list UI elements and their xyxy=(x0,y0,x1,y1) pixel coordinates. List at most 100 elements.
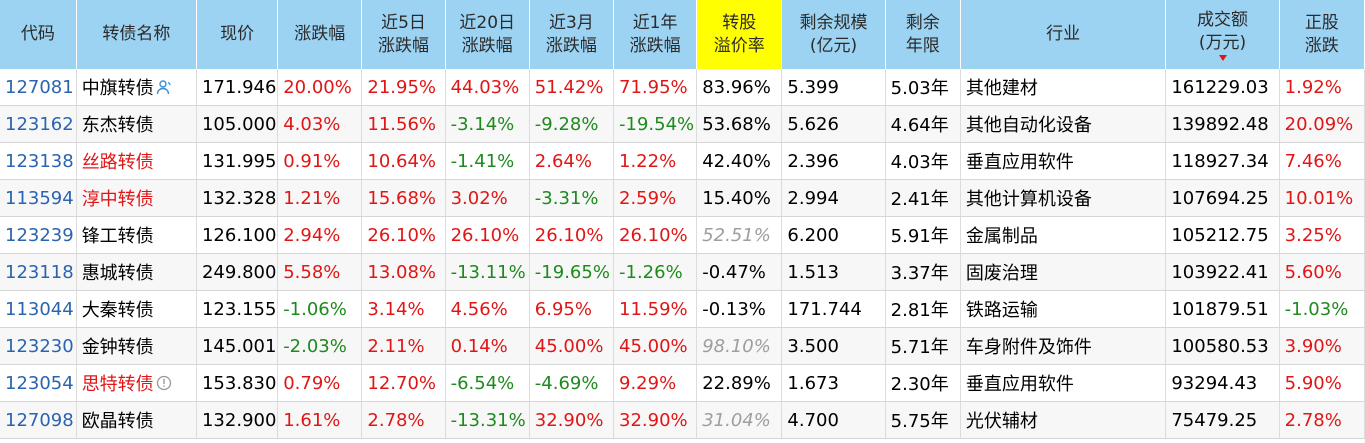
table-row[interactable]: 123138 丝路转债 131.995 0.91% 10.64% -1.41% 2.64% 1… xyxy=(0,142,1365,180)
remaining-scale-cell: 2.994 xyxy=(781,179,886,217)
industry-text: 垂直应用软件 xyxy=(965,374,1074,395)
table-row[interactable]: 123118 惠城转债 249.800 5.58% 13.08% -13.11% -19.6… xyxy=(0,253,1365,291)
col-header-change-1y[interactable]: 近1年 涨跌幅 xyxy=(613,0,698,69)
price-text: 126.100 xyxy=(201,224,277,246)
change-1y-cell: 1.22% xyxy=(613,142,698,180)
change-1y-text: 2.59% xyxy=(619,187,677,209)
remaining-years-cell: 5.03年 xyxy=(885,69,961,106)
stock-change-cell: 20.09% xyxy=(1279,105,1365,143)
warning-circle-icon[interactable] xyxy=(156,375,172,396)
turnover-text: 93294.43 xyxy=(1171,372,1258,394)
change-20d-cell: -6.54% xyxy=(445,364,530,402)
bond-code-cell[interactable]: 127081 xyxy=(0,69,77,106)
person-icon[interactable] xyxy=(156,79,172,100)
bond-code-cell[interactable]: 123054 xyxy=(0,364,77,402)
table-row[interactable]: 113594 淳中转债 132.328 1.21% 15.68% 3.02% -3.31% 2… xyxy=(0,179,1365,217)
bond-code-cell[interactable]: 123118 xyxy=(0,253,77,291)
change-1y-cell: 32.90% xyxy=(613,401,698,439)
bond-name-cell[interactable]: 金钟转债 xyxy=(76,327,197,365)
table-row[interactable]: 123054 思特转债 153.830 0.79% 12.70% -6.54% -4.69%… xyxy=(0,364,1365,402)
price-text: 105.000 xyxy=(201,113,277,135)
col-header-code[interactable]: 代码 xyxy=(0,0,77,69)
col-header-industry[interactable]: 行业 xyxy=(960,0,1167,69)
change-text: 20.00% xyxy=(283,76,352,98)
col-header-change-5d[interactable]: 近5日 涨跌幅 xyxy=(361,0,446,69)
change-20d-text: 0.14% xyxy=(450,335,508,357)
change-5d-cell: 21.95% xyxy=(361,69,446,106)
bond-name-text: 淳中转债 xyxy=(81,189,154,210)
industry-cell: 光伏辅材 xyxy=(960,401,1167,439)
change-3m-cell: -4.69% xyxy=(529,364,615,402)
industry-cell: 车身附件及饰件 xyxy=(960,327,1167,365)
bond-name-cell[interactable]: 锋工转债 xyxy=(76,216,197,254)
col-header-change[interactable]: 涨跌幅 xyxy=(277,0,363,69)
turnover-cell: 118927.34 xyxy=(1165,142,1280,180)
bond-code-cell[interactable]: 127098 xyxy=(0,401,77,439)
bond-name-text: 锋工转债 xyxy=(81,226,154,247)
change-3m-text: -3.31% xyxy=(534,187,599,209)
table-row[interactable]: 127098 欧晶转债 132.900 1.61% 2.78% -13.31% 32.90%… xyxy=(0,401,1365,439)
col-header-years[interactable]: 剩余 年限 xyxy=(885,0,961,69)
col-header-turnover[interactable]: 成交额 (万元) xyxy=(1165,0,1280,69)
stock-change-text: 7.46% xyxy=(1284,150,1342,172)
turnover-text: 118927.34 xyxy=(1171,150,1269,172)
premium-cell: -0.47% xyxy=(696,253,783,291)
price-cell: 105.000 xyxy=(196,105,279,143)
premium-text: 83.96% xyxy=(702,76,771,98)
change-3m-cell: 6.95% xyxy=(529,290,615,328)
remaining-scale-text: 6.200 xyxy=(787,224,839,246)
bond-name-cell[interactable]: 惠城转债 xyxy=(76,253,197,291)
premium-text: -0.13% xyxy=(702,298,766,320)
bond-code-cell[interactable]: 123138 xyxy=(0,142,77,180)
col-header-price[interactable]: 现价 xyxy=(196,0,279,69)
bond-code-cell[interactable]: 123239 xyxy=(0,216,77,254)
col-header-scale[interactable]: 剩余规模 (亿元) xyxy=(781,0,886,69)
bond-name-cell[interactable]: 丝路转债 xyxy=(76,142,197,180)
bond-code-cell[interactable]: 123230 xyxy=(0,327,77,365)
bond-code-cell[interactable]: 113044 xyxy=(0,290,77,328)
remaining-scale-text: 171.744 xyxy=(787,298,862,320)
change-20d-text: 44.03% xyxy=(450,76,520,98)
col-header-stock-change[interactable]: 正股 涨跌 xyxy=(1279,0,1365,69)
bond-name-cell[interactable]: 大秦转债 xyxy=(76,290,197,328)
change-20d-text: -13.11% xyxy=(450,261,526,283)
table-row[interactable]: 123162 东杰转债 105.000 4.03% 11.56% -3.14% -9.28%… xyxy=(0,105,1365,143)
change-20d-text: -13.31% xyxy=(450,409,526,431)
table-row[interactable]: 123230 金钟转债 145.001 -2.03% 2.11% 0.14% 45.00% 4… xyxy=(0,327,1365,365)
col-header-name[interactable]: 转债名称 xyxy=(76,0,197,69)
industry-cell: 垂直应用软件 xyxy=(960,142,1167,180)
remaining-years-text: 5.91年 xyxy=(890,226,949,247)
price-cell: 132.328 xyxy=(196,179,279,217)
col-header-change-20d[interactable]: 近20日 涨跌幅 xyxy=(445,0,530,69)
change-1y-cell: -19.54% xyxy=(613,105,698,143)
bond-code-cell[interactable]: 113594 xyxy=(0,179,77,217)
bond-code-text: 123162 xyxy=(5,113,74,135)
price-cell: 131.995 xyxy=(196,142,279,180)
bond-name-cell[interactable]: 东杰转债 xyxy=(76,105,197,143)
bond-name-cell[interactable]: 欧晶转债 xyxy=(76,401,197,439)
change-20d-text: -1.41% xyxy=(450,150,515,172)
change-3m-text: -19.65% xyxy=(534,261,610,283)
remaining-scale-cell: 2.396 xyxy=(781,142,886,180)
bond-name-text: 东杰转债 xyxy=(81,115,154,136)
stock-change-cell: -1.03% xyxy=(1279,290,1365,328)
stock-change-text: 2.78% xyxy=(1284,409,1342,431)
change-1y-text: 11.59% xyxy=(619,298,688,320)
col-header-premium[interactable]: 转股 溢价率 xyxy=(696,0,783,69)
bond-code-cell[interactable]: 123162 xyxy=(0,105,77,143)
bond-name-cell[interactable]: 中旗转债 xyxy=(76,69,197,106)
bond-name-cell[interactable]: 思特转债 xyxy=(76,364,197,402)
change-1y-cell: 71.95% xyxy=(613,69,698,106)
industry-cell: 垂直应用软件 xyxy=(960,364,1167,402)
change-20d-cell: 0.14% xyxy=(445,327,530,365)
change-3m-text: 2.64% xyxy=(534,150,592,172)
change-text: -1.06% xyxy=(283,298,347,320)
remaining-scale-text: 3.500 xyxy=(787,335,839,357)
change-3m-cell: 2.64% xyxy=(529,142,615,180)
bond-name-cell[interactable]: 淳中转债 xyxy=(76,179,197,217)
table-row[interactable]: 127081 中旗转债 171.946 20.00% 21.95% 44.03% 51.42… xyxy=(0,69,1365,106)
col-header-change-3m[interactable]: 近3月 涨跌幅 xyxy=(529,0,615,69)
bond-code-text: 123239 xyxy=(5,224,74,246)
table-row[interactable]: 113044 大秦转债 123.155 -1.06% 3.14% 4.56% 6.95% 11… xyxy=(0,290,1365,328)
table-row[interactable]: 123239 锋工转债 126.100 2.94% 26.10% 26.10% 26.10%… xyxy=(0,216,1365,254)
